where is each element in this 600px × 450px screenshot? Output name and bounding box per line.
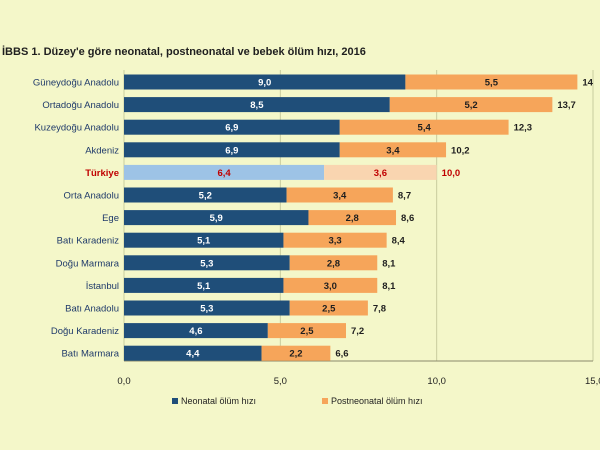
neonatal-value-label: 6,9 [225,123,238,134]
x-tick-label: 0,0 [117,376,130,387]
category-label: Batı Marmara [61,349,119,360]
total-value-label: 8,4 [392,236,406,247]
neonatal-bar [124,210,309,226]
neonatal-bar [124,323,268,339]
postneonatal-value-label: 3,0 [324,281,337,292]
chart-title: İBBS 1. Düzey'e göre neonatal, postneona… [2,46,366,58]
category-label: Ortadoğu Anadolu [42,100,119,111]
neonatal-bar [124,300,290,316]
total-value-label: 13,7 [557,100,576,111]
neonatal-bar [124,277,284,293]
postneonatal-bar [283,277,378,293]
category-label: Ege [102,213,119,224]
postneonatal-bar [339,119,509,135]
total-value-label: 10,2 [451,145,470,156]
category-label: Doğu Karadeniz [51,326,119,337]
legend-swatch-postneonatal [322,398,328,404]
postneonatal-bar [308,210,397,226]
postneonatal-value-label: 3,4 [386,145,400,156]
neonatal-value-label: 5,9 [210,213,223,224]
total-value-label: 7,2 [351,326,364,337]
postneonatal-bar [283,232,387,248]
neonatal-value-label: 9,0 [258,78,271,89]
category-label: Batı Anadolu [65,304,119,315]
postneonatal-bar [389,97,553,113]
postneonatal-value-label: 3,3 [328,236,341,247]
x-tick-label: 5,0 [274,376,287,387]
total-value-label: 14 [582,78,593,89]
category-label: Orta Anadolu [64,191,119,202]
neonatal-value-label: 4,4 [186,349,200,360]
total-value-label: 8,1 [382,258,396,269]
postneonatal-bar [405,74,578,90]
total-value-label: 6,6 [335,349,348,360]
neonatal-value-label: 5,1 [197,281,211,292]
postneonatal-bar [289,300,368,316]
postneonatal-value-label: 2,8 [346,213,359,224]
postneonatal-value-label: 2,2 [289,349,302,360]
category-label: İstanbul [86,281,119,292]
postneonatal-value-label: 5,4 [418,123,432,134]
neonatal-bar [124,187,287,203]
neonatal-bar [124,74,406,90]
legend-swatch-neonatal [172,398,178,404]
total-value-label: 12,3 [514,123,533,134]
neonatal-bar [124,142,340,158]
postneonatal-value-label: 5,2 [464,100,477,111]
postneonatal-bar [339,142,447,158]
neonatal-value-label: 5,3 [200,304,213,315]
postneonatal-value-label: 2,5 [322,304,336,315]
postneonatal-value-label: 3,6 [374,168,387,179]
neonatal-value-label: 6,9 [225,145,238,156]
postneonatal-value-label: 3,4 [333,191,347,202]
total-value-label: 10,0 [442,168,461,179]
legend-label-postneonatal: Postneonatal ölüm hızı [331,396,423,406]
total-value-label: 8,1 [382,281,396,292]
postneonatal-bar [324,164,437,180]
neonatal-bar [124,97,390,113]
category-label: Kuzeydoğu Anadolu [34,123,119,134]
x-tick-label: 10,0 [427,376,446,387]
postneonatal-bar [286,187,393,203]
category-label: Doğu Marmara [56,258,120,269]
neonatal-bar [124,119,340,135]
postneonatal-bar [261,345,331,361]
postneonatal-bar [289,255,378,271]
x-tick-label: 15,0 [585,376,600,387]
postneonatal-value-label: 2,5 [300,326,314,337]
postneonatal-value-label: 5,5 [485,78,499,89]
total-value-label: 8,7 [398,191,411,202]
postneonatal-value-label: 2,8 [327,258,340,269]
neonatal-bar [124,164,325,180]
neonatal-bar [124,345,262,361]
neonatal-bar [124,232,284,248]
category-label: Batı Karadeniz [57,236,120,247]
neonatal-value-label: 6,4 [217,168,231,179]
neonatal-value-label: 4,6 [189,326,202,337]
category-label: Türkiye [85,168,119,179]
neonatal-bar [124,255,290,271]
neonatal-value-label: 5,2 [199,191,212,202]
legend-label-neonatal: Neonatal ölüm hızı [181,396,256,406]
postneonatal-bar [267,323,346,339]
neonatal-value-label: 8,5 [250,100,264,111]
total-value-label: 7,8 [373,304,386,315]
neonatal-value-label: 5,3 [200,258,213,269]
neonatal-value-label: 5,1 [197,236,211,247]
total-value-label: 8,6 [401,213,414,224]
category-label: Güneydoğu Anadolu [33,78,119,89]
category-label: Akdeniz [85,145,119,156]
